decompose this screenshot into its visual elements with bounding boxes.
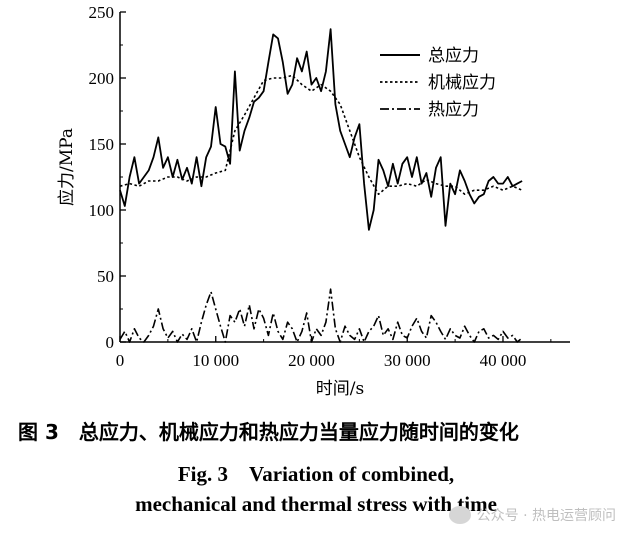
y-tick-label: 200 (89, 69, 115, 88)
x-tick-label: 40 000 (480, 351, 527, 370)
legend-label-2: 机械应力 (428, 73, 496, 93)
y-axis-label: 应力/MPa (57, 128, 77, 206)
figure-caption-chinese: 图 3 总应力、机械应力和热应力当量应力随时间的变化 (18, 420, 519, 444)
plot-area (119, 28, 523, 343)
y-tick-label: 250 (89, 3, 115, 22)
legend-label-1: 总应力 (428, 46, 479, 66)
y-tick-label: 0 (106, 333, 115, 352)
axes: 0 50 100 150 200 250 0 10 000 20 000 30 000 40 000… (57, 3, 570, 399)
wechat-icon (448, 506, 471, 524)
x-tick-label: 30 000 (384, 351, 431, 370)
y-tick-label: 50 (97, 267, 114, 286)
series-line-3 (119, 288, 523, 343)
series-line-1 (119, 28, 523, 231)
watermark-text: 公众号 · 热电运营顾问 (476, 508, 616, 524)
x-axis-label: 时间/s (316, 379, 364, 399)
figure-caption-english-line1: Fig. 3 Variation of combined, (177, 462, 455, 486)
x-tick-label: 10 000 (192, 351, 239, 370)
stress-time-chart: 0 50 100 150 200 250 0 10 000 20 000 30 000 40 000… (57, 3, 570, 399)
figure-caption-english-line2: mechanical and thermal stress with time (135, 492, 497, 516)
y-tick-label: 100 (89, 201, 115, 220)
x-tick-label: 0 (116, 351, 125, 370)
legend-label-3: 热应力 (428, 100, 479, 120)
series-line-2 (119, 74, 523, 195)
watermark: 公众号 · 热电运营顾问 (448, 505, 616, 525)
y-tick-label: 150 (89, 135, 115, 154)
x-tick-label: 20 000 (288, 351, 335, 370)
